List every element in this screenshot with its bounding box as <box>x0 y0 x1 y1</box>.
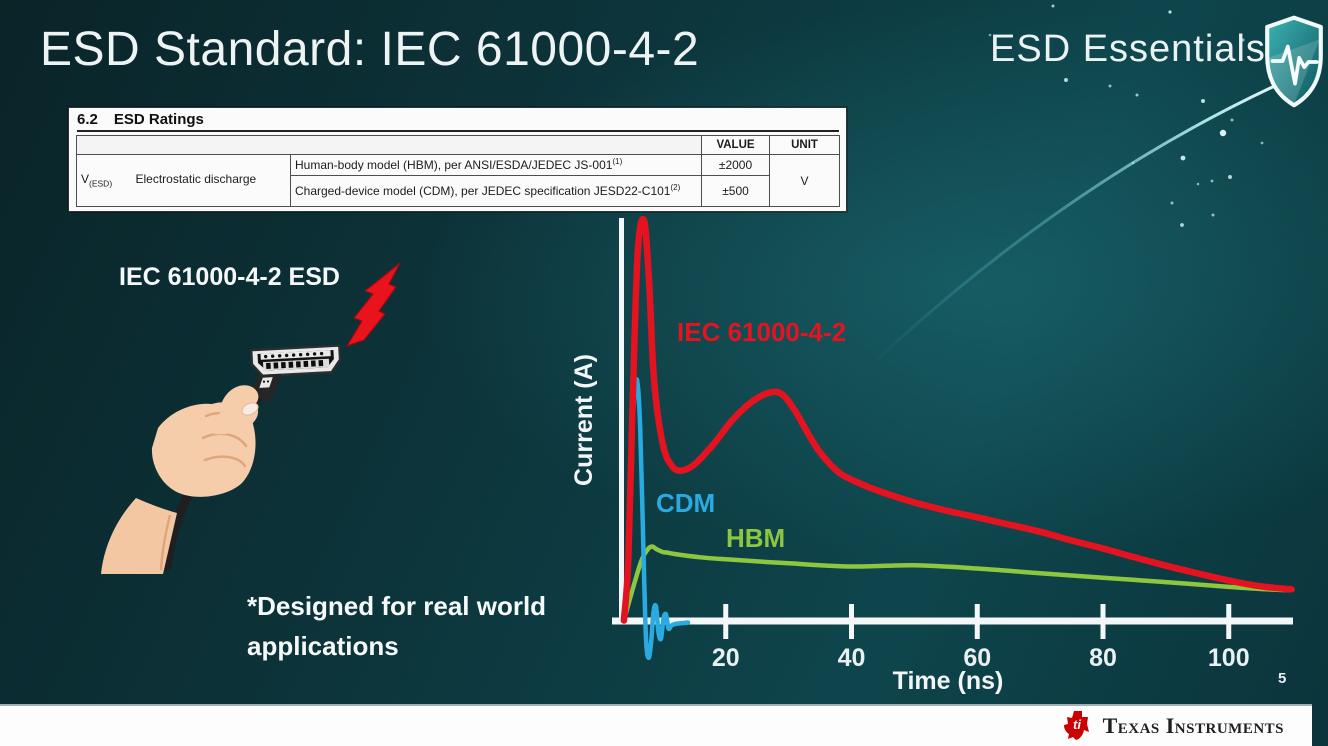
x-axis-label: Time (ns) <box>893 667 1004 695</box>
series-label-iec: IEC 61000-4-2 <box>677 317 846 347</box>
ratings-section-heading: 6.2 ESD Ratings <box>77 111 839 132</box>
hbm-value-cell: ±2000 <box>701 154 770 176</box>
x-tick-label: 80 <box>1089 644 1117 672</box>
hdmi-plug-icon <box>248 344 342 403</box>
blank-header-cell <box>76 135 702 155</box>
series-label-cdm: CDM <box>656 488 715 518</box>
ti-logo-icon: ti <box>1063 711 1089 740</box>
ti-logo-text: Texas Instruments <box>1102 713 1284 738</box>
section-number: 6.2 <box>77 111 98 128</box>
chart-axes <box>612 218 1293 625</box>
illustration-caption: IEC 61000-4-2 ESD <box>119 263 340 291</box>
footnote-ref: (2) <box>670 183 681 193</box>
x-axis-ticks: 20 40 60 80 100 <box>712 604 1250 672</box>
esd-ratings-panel: 6.2 ESD Ratings VALUE UNIT V(ESD) Electr… <box>68 107 847 212</box>
footer-bar: ti Texas Instruments <box>0 704 1312 746</box>
unit-cell: V <box>769 154 840 207</box>
series-title: ESD Essentials <box>990 28 1266 70</box>
table-header-row: VALUE UNIT <box>76 135 840 155</box>
curve-cdm <box>621 377 691 661</box>
section-title: ESD Ratings <box>113 111 204 128</box>
table-row: Charged-device model (CDM), per JEDEC sp… <box>77 175 840 207</box>
esd-ratings-table: VALUE UNIT V(ESD) Electrostatic discharg… <box>76 135 840 207</box>
chart-labels: Current (A) Time (ns) IEC 61000-4-2 CDM … <box>570 317 1003 695</box>
footnote-ref: (1) <box>612 157 623 167</box>
series-label-hbm: HBM <box>726 523 785 553</box>
page-title: ESD Standard: IEC 61000-4-2 <box>40 23 700 76</box>
forearm <box>101 498 177 574</box>
curve-hbm <box>621 544 1294 623</box>
value-column-header: VALUE <box>701 135 770 155</box>
parameter-cell: V(ESD) Electrostatic discharge <box>76 154 291 207</box>
comet-streak <box>866 76 1294 370</box>
unit-column-header: UNIT <box>769 135 840 155</box>
cdm-value-cell: ±500 <box>701 175 770 207</box>
parameter-symbol: V(ESD) <box>81 172 113 189</box>
shield-pulse-icon <box>1265 15 1323 108</box>
hbm-model-cell: Human-body model (HBM), per ANSI/ESDA/JE… <box>290 154 702 176</box>
hand-holding-hdmi-illustration <box>101 262 401 574</box>
svg-text:ti: ti <box>1073 717 1081 732</box>
chart-curves <box>620 216 1295 661</box>
table-row: V(ESD) Electrostatic discharge Human-bod… <box>76 154 840 207</box>
cdm-model-cell: Charged-device model (CDM), per JEDEC sp… <box>290 175 702 207</box>
comet-head <box>1219 129 1227 137</box>
thumbnail <box>241 402 259 416</box>
x-tick-label: 60 <box>963 644 991 672</box>
y-axis-label: Current (A) <box>570 354 598 486</box>
x-tick-label: 20 <box>712 644 740 672</box>
lightning-bolt-icon <box>346 262 401 347</box>
x-tick-label: 100 <box>1208 644 1250 672</box>
curve-iec-61000-4-2 <box>620 216 1295 624</box>
designed-footnote: *Designed for real world applications <box>247 591 547 661</box>
x-tick-label: 40 <box>838 644 866 672</box>
parameter-name: Electrostatic discharge <box>135 172 257 187</box>
page-number: 5 <box>1278 670 1287 687</box>
